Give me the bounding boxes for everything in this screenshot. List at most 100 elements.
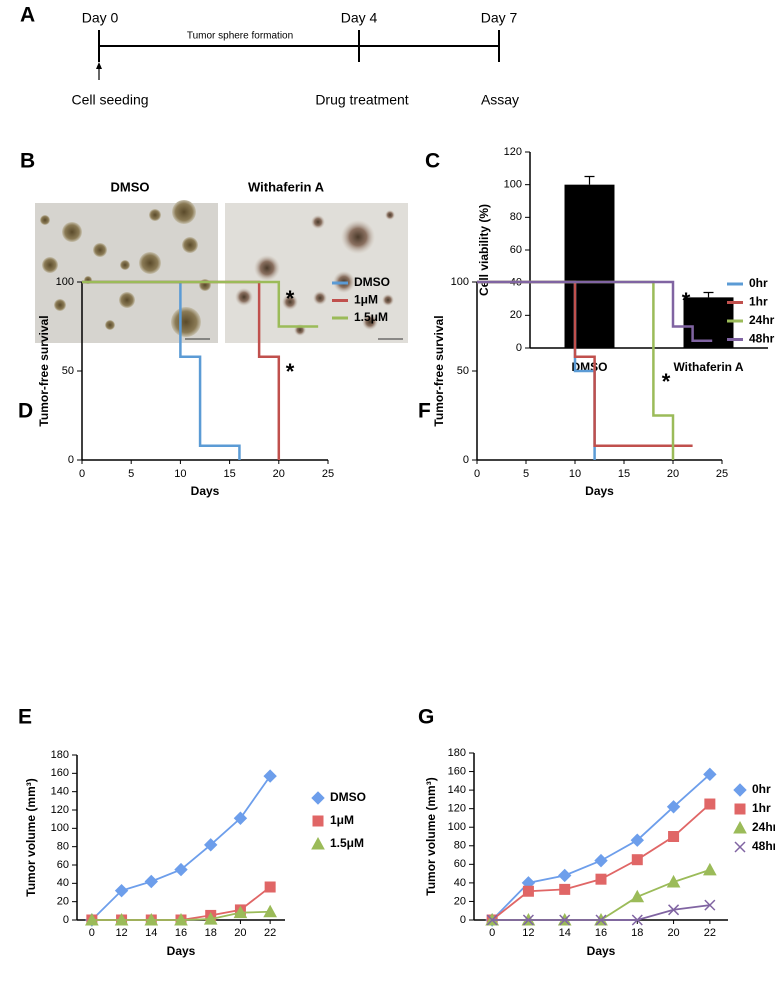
x-tick-label: Withaferin A [673,360,743,374]
marker [233,905,248,919]
marker [703,767,717,782]
x-tick-label: 10 [569,468,581,480]
marker [595,914,607,926]
x-tick-label: 0 [474,468,480,480]
marker [486,914,498,926]
y-tick-label: 20 [57,896,69,908]
y-tick-label: 80 [510,211,522,223]
x-tick-label: 18 [205,927,217,939]
marker [114,912,129,926]
y-tick-label: 20 [510,309,522,321]
legend-marker [734,803,746,815]
x-tick-label: 0 [489,927,495,939]
event-label: Drug treatment [315,92,408,108]
marker [704,899,716,911]
survival-line [82,280,319,328]
y-tick-label: 0 [460,914,466,926]
legend-label: 1hr [749,295,768,309]
annotation: * [682,288,691,313]
day-label: Day 7 [481,10,518,26]
marker [264,881,276,893]
legend-marker [734,841,746,853]
y-tick-label: 0 [463,454,469,466]
legend-label: 24hr [749,313,775,327]
x-tick-label: 15 [618,468,630,480]
panel-label: F [418,400,431,423]
marker [144,912,159,926]
marker [666,874,681,888]
x-tick-label: 25 [716,468,728,480]
y-tick-label: 100 [504,179,522,191]
panel-label: C [425,150,440,173]
timeline [96,30,500,80]
y-tick-label: 120 [504,146,522,158]
legend-label: 1hr [752,801,771,815]
x-tick-label: 22 [704,927,716,939]
panel-label: E [18,706,32,729]
marker [595,873,607,885]
x-tick-label: 5 [523,468,529,480]
error-bar [584,175,595,185]
survival-line [477,280,713,342]
marker [594,853,608,868]
marker [203,912,218,925]
legend-marker [311,791,325,805]
legend-label: 1.5μM [330,836,364,850]
y-tick-label: 160 [448,765,466,777]
y-tick-label: 20 [454,895,466,907]
y-tick-label: 50 [457,365,469,377]
y-tick-label: 60 [454,858,466,870]
x-tick-label: 18 [631,927,643,939]
marker [631,914,643,926]
legend-label: 0hr [749,276,768,290]
x-tick-label: 22 [264,927,276,939]
y-tick-label: 0 [68,454,74,466]
legend-label: DMSO [330,790,366,804]
x-axis-title: Days [167,944,196,958]
y-tick-label: 0 [63,914,69,926]
marker [263,769,277,783]
legend-marker [312,815,324,827]
y-tick-label: 80 [57,841,69,853]
legend-label: 0hr [752,782,771,796]
x-tick-label: 10 [174,468,186,480]
error-bar [703,291,714,298]
y-tick-label: 40 [454,877,466,889]
marker [204,838,218,852]
x-tick-label: 12 [522,927,534,939]
marker [559,914,571,926]
y-tick-label: 180 [448,747,466,759]
y-axis-title: Tumor volume (mm³) [24,778,38,896]
x-tick-label: 20 [273,468,285,480]
y-tick-label: 100 [56,276,74,288]
marker [630,833,644,847]
y-tick-label: 140 [51,786,69,798]
panel-label: A [20,4,35,27]
spheres [235,210,395,336]
event-label: Cell seeding [71,92,148,108]
arrow-head [96,62,102,69]
annotation: * [662,369,671,394]
marker [666,800,681,814]
legend-label: DMSO [354,275,390,289]
marker [233,811,248,825]
bar [564,184,615,348]
marker [263,904,277,918]
x-tick-label: 20 [667,927,679,939]
y-tick-label: 60 [57,859,69,871]
x-tick-label: 5 [128,468,134,480]
y-tick-label: 80 [454,840,466,852]
y-tick-label: 100 [451,276,469,288]
marker [144,874,158,889]
x-tick-label: 16 [175,927,187,939]
legend-marker [311,836,325,850]
marker [559,883,571,895]
x-tick-label: 0 [89,927,95,939]
y-axis-title: Tumor-free survival [37,315,51,426]
x-axis-title: Days [585,484,614,498]
x-tick-label: 15 [223,468,235,480]
x-tick-label: 14 [559,927,571,939]
legend-marker [733,783,747,797]
micrograph [225,203,408,343]
